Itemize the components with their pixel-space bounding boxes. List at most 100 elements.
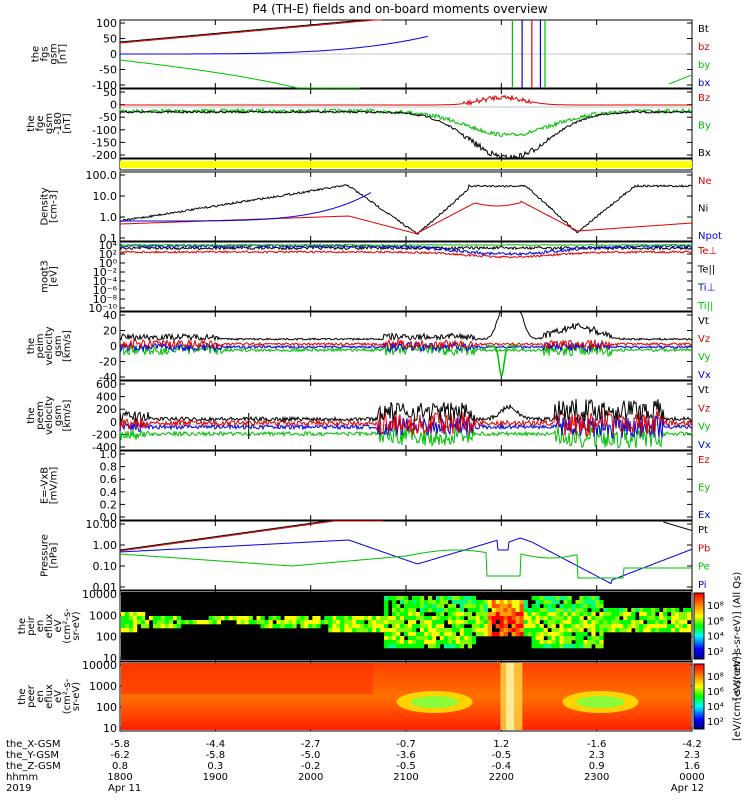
spectrogram-cell (603, 628, 608, 633)
spectrogram-cell (651, 608, 656, 613)
spectrogram-cell (555, 616, 560, 621)
spectrogram-cell (599, 636, 604, 641)
spectrogram-cell (144, 620, 150, 625)
spectrogram-cell (407, 608, 413, 613)
spectrogram-cell (539, 600, 544, 605)
y-tick-label: 0.4 (100, 486, 118, 499)
x-axis-value: Apr 11 (108, 783, 141, 794)
spectrogram-cell (555, 596, 560, 601)
spectrogram-cell (463, 628, 469, 633)
spectrogram-cell (563, 596, 568, 601)
spectrogram-cell (407, 636, 413, 641)
series-Bt (119, 19, 382, 43)
spectrogram-cell (591, 624, 596, 629)
y-tick-label: 0.2 (100, 498, 118, 511)
spectrogram-cell (567, 604, 572, 609)
spectrogram-cell (324, 620, 329, 625)
legend-entry: Vt (698, 385, 709, 396)
spectrogram-cell (675, 608, 680, 613)
spectrogram-cell (483, 628, 489, 633)
spectrogram-cell (607, 620, 612, 625)
spectrogram-cell (571, 612, 576, 617)
spectrogram-cell (663, 620, 668, 625)
spectrogram-cell (643, 616, 648, 621)
spectrogram-cell (543, 616, 548, 621)
x-axis-value: -3.6 (396, 750, 416, 761)
spectrogram-cell (503, 604, 508, 609)
spectrogram-cell (519, 600, 524, 605)
spectrogram-cell (479, 624, 485, 629)
spectrogram-cell (320, 620, 325, 625)
spectrogram-cell (411, 596, 417, 601)
spectrogram-cell (631, 612, 636, 617)
panel-9: 10000 1000 100 10 thepeirenefluxeV(cm²-s-sr-… (17, 588, 693, 665)
spectrogram-cell (447, 640, 453, 645)
y-axis-label: gsm (53, 405, 64, 426)
colorbar-tick-label: 10² (707, 647, 724, 658)
spectrogram-cell (635, 620, 640, 625)
spectrogram-cell (531, 640, 536, 645)
spectrogram-cell (419, 628, 425, 633)
spectrogram-cell (527, 620, 532, 625)
spectrogram-cell (451, 640, 457, 645)
spectrogram-cell (352, 624, 357, 629)
spectrogram-cell (388, 632, 393, 637)
y-axis-label: velocity (44, 396, 55, 435)
spectrogram-cell (535, 628, 540, 633)
spectrogram-cell (404, 628, 409, 633)
y-tick-label: 10 (103, 722, 117, 735)
spectrogram-cell (555, 640, 560, 645)
spectrogram-cell (487, 612, 492, 617)
spectrogram-cell (451, 636, 457, 641)
spectrogram-cell (400, 608, 405, 613)
spectrogram-cell (204, 620, 209, 625)
series-Pb (119, 520, 383, 552)
spectrogram-cell (455, 612, 461, 617)
spectrogram-cell (563, 600, 568, 605)
spectrogram-cell (304, 616, 309, 621)
spectrogram-cell (344, 616, 349, 621)
spectrogram-cell (455, 620, 461, 625)
spectrogram-cell (655, 620, 660, 625)
spectrogram-cell (396, 624, 401, 629)
x-axis-value: 1900 (203, 772, 228, 783)
spectrogram-cell (368, 616, 373, 621)
spectrogram-cell (595, 596, 600, 601)
spectrogram-cell (407, 616, 413, 621)
spectrogram-cell (539, 628, 544, 633)
y-tick-label: -200 (92, 428, 117, 441)
spectrogram-cell (356, 624, 361, 629)
spectrogram-cell (439, 636, 445, 641)
spectrogram-cell (635, 608, 640, 613)
spectrogram-cell (407, 604, 413, 609)
spectrogram-cell (427, 640, 433, 645)
y-tick-label: 0.6 (100, 473, 118, 486)
spectrogram-cell (368, 624, 373, 629)
spectrogram-cell (683, 620, 688, 625)
spectrogram-cell (479, 628, 485, 633)
spectrogram-cell (451, 600, 457, 605)
y-axis-label: the (26, 407, 37, 423)
spectrogram-cell (388, 616, 393, 621)
spectrogram-cell (603, 612, 608, 617)
spectrogram-cell (463, 596, 469, 601)
spectrogram-cell (455, 636, 461, 641)
series-Ti-perp (119, 243, 693, 257)
spectrogram-cell (543, 608, 548, 613)
spectrogram-cell (547, 636, 552, 641)
spectrogram-cell (479, 632, 485, 637)
spectrogram-cell (439, 608, 445, 613)
y-tick-label: 10 (103, 652, 117, 665)
spectrogram-cell (491, 612, 496, 617)
spectrogram-cell (404, 612, 409, 617)
spectrogram-cell (419, 612, 425, 617)
spectrogram-cell (507, 604, 512, 609)
spectrogram-cell (431, 628, 437, 633)
spectrogram-cell (579, 644, 584, 649)
spectrogram-cell (128, 620, 134, 625)
y-tick-label: 10⁻⁴ (93, 275, 118, 288)
spectrogram-cell (571, 608, 576, 613)
spectrogram-cell (599, 640, 604, 645)
spectrogram-cell (384, 612, 389, 617)
